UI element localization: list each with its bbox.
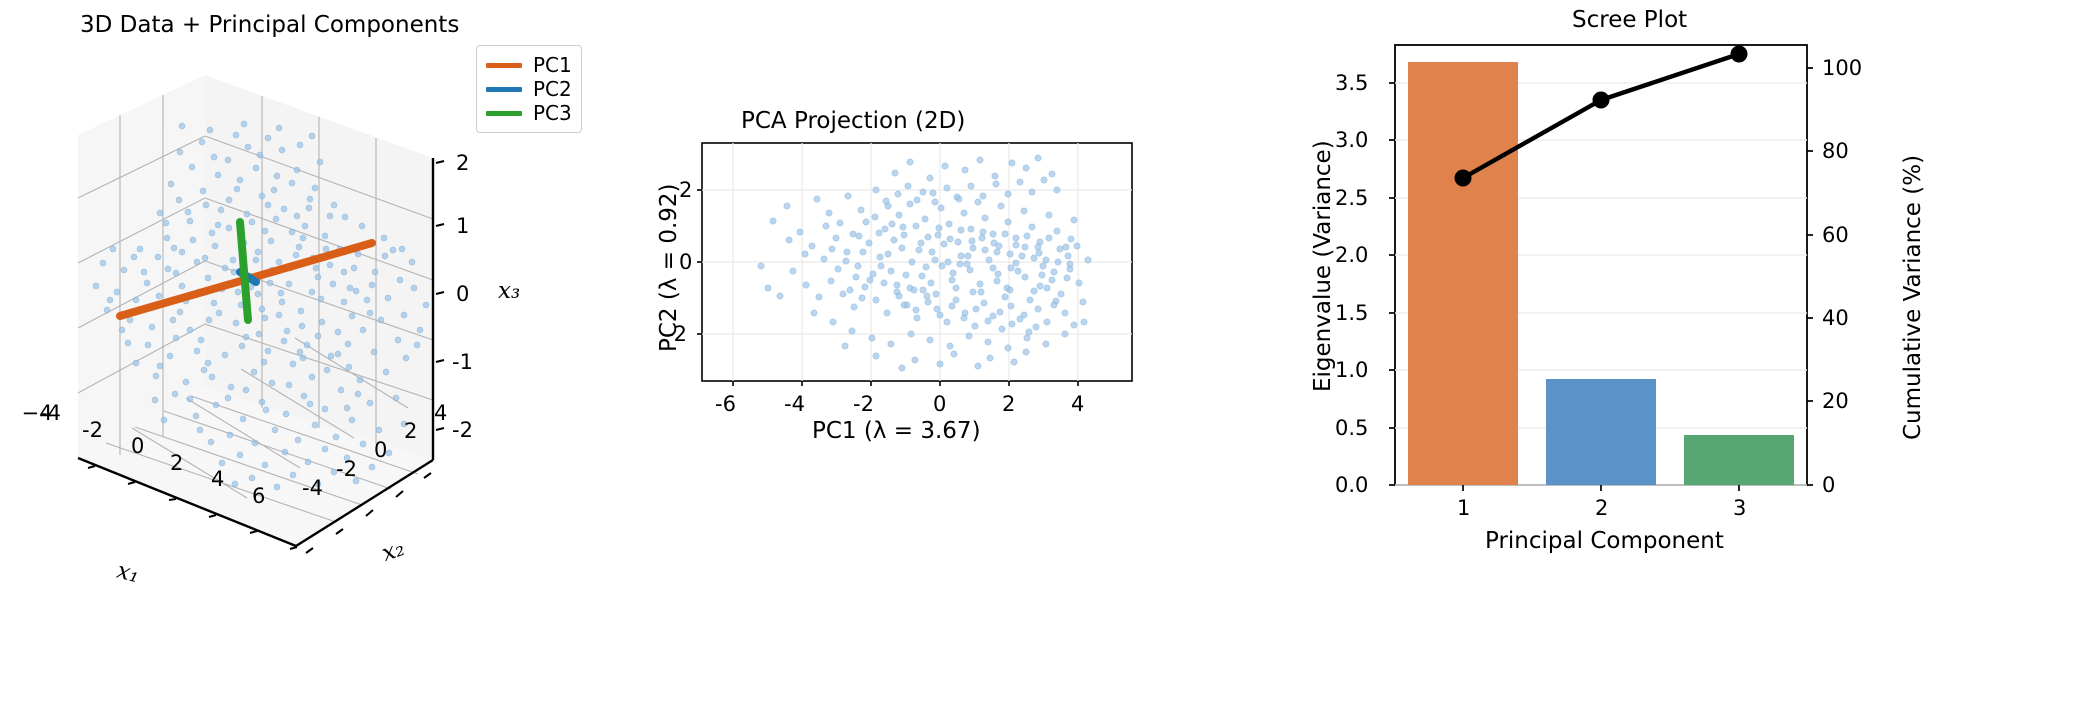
tick-x3-2: 2: [456, 151, 470, 175]
tick-x3--1: -1: [452, 350, 473, 374]
tick-x1--4: -4: [40, 401, 61, 425]
tick-x2--4: -4: [302, 476, 323, 500]
tick-cumvar-60: 60: [1822, 223, 1849, 247]
bar-pc2: [1546, 379, 1656, 485]
tick-eigen-3-5: 3.5: [1335, 71, 1369, 95]
tick-pc-2: 2: [1595, 496, 1609, 520]
legend-swatch-pc3: [486, 110, 522, 116]
legend-item-pc3[interactable]: PC3: [486, 101, 572, 125]
projection-tickmarks: [697, 189, 1079, 386]
tick-pc2--2: -2: [666, 322, 687, 346]
tick-cumvar-20: 20: [1822, 389, 1849, 413]
tick-x3-1: 1: [456, 214, 470, 238]
tick-pc2-2: 2: [679, 178, 693, 202]
legend-3d[interactable]: PC1 PC2 PC3: [476, 45, 582, 133]
tick-x1-2: 2: [170, 451, 184, 475]
legend-label-pc3: PC3: [533, 101, 572, 125]
tick-eigen-1-0: 1.0: [1335, 358, 1369, 382]
tick-pc1-2: 2: [1002, 392, 1016, 416]
tick-eigen-3-0: 3.0: [1335, 128, 1369, 152]
tick-eigen-2-5: 2.5: [1335, 186, 1369, 210]
tick-eigen-1-5: 1.5: [1335, 301, 1369, 325]
tick-pc1-4: 4: [1071, 392, 1085, 416]
legend-item-pc1[interactable]: PC1: [486, 53, 572, 77]
tick-x2--2: -2: [336, 457, 357, 481]
tick-x1-4: 4: [211, 467, 225, 491]
legend-label-pc1: PC1: [533, 53, 572, 77]
plot-scree-canvas: [1389, 44, 1813, 491]
axis-label-pc2: PC2 (λ = 0.92): [656, 183, 682, 352]
axes-3d-spines: [77, 158, 435, 548]
plot-3d-canvas: −4: [22, 75, 445, 554]
tick-x1--2: -2: [82, 418, 103, 442]
tick-pc-1: 1: [1457, 496, 1471, 520]
tick-x1-0: 0: [131, 434, 145, 458]
tick-x2-4: 4: [434, 401, 448, 425]
tick-pc1--2: -2: [853, 392, 874, 416]
axes-3d-gridlines: [77, 95, 434, 522]
axis-label-x3: x₃: [498, 278, 521, 304]
tick-pc1--6: -6: [715, 392, 736, 416]
bar-pc3: [1684, 435, 1794, 485]
tick-eigen-0-0: 0.0: [1335, 473, 1369, 497]
tick-pc2-0: 0: [679, 250, 693, 274]
plot-projection-canvas: [697, 142, 1133, 386]
tick-pc-3: 3: [1733, 496, 1747, 520]
svg-text:−4: −4: [22, 401, 53, 425]
pc-vectors-3d: [116, 218, 376, 324]
scree-bars: [1408, 62, 1794, 485]
axis-label-principal-component: Principal Component: [1485, 528, 1724, 554]
panel-3d-data: 3D Data + Principal Components: [0, 0, 640, 720]
panel-3d-title: 3D Data + Principal Components: [80, 12, 460, 38]
bar-pc1: [1408, 62, 1518, 485]
tick-cumvar-80: 80: [1822, 139, 1849, 163]
axis-label-cumulative-variance: Cumulative Variance (%): [1900, 154, 1926, 440]
tick-cumvar-0: 0: [1822, 473, 1836, 497]
legend-item-pc2[interactable]: PC2: [486, 77, 572, 101]
axes-3d-ticks: [87, 160, 445, 554]
panel-scree-plot: Scree Plot: [1300, 0, 2075, 720]
scatter-projection-points: [757, 154, 1092, 372]
legend-swatch-pc1: [486, 62, 522, 68]
tick-pc1--4: -4: [784, 392, 805, 416]
axis-label-pc1: PC1 (λ = 3.67): [812, 418, 981, 444]
axis-label-eigenvalue: Eigenvalue (Variance): [1310, 140, 1336, 392]
tick-eigen-0-5: 0.5: [1335, 416, 1369, 440]
pc3-vector: [236, 218, 252, 324]
tick-x3--2: -2: [452, 418, 473, 442]
tick-cumvar-100: 100: [1822, 56, 1863, 80]
tick-cumvar-40: 40: [1822, 306, 1849, 330]
panel-pca-projection: PCA Projection (2D): [640, 0, 1300, 720]
tick-x2-2: 2: [404, 419, 418, 443]
panel-projection-title: PCA Projection (2D): [741, 108, 966, 134]
scree-tickmarks-left: [1389, 82, 1395, 486]
cumulative-variance-line: [1454, 45, 1748, 187]
tick-x1-6: 6: [252, 484, 266, 508]
tick-pc1-0: 0: [933, 392, 947, 416]
tick-x2-0: 0: [374, 438, 388, 462]
scree-tickmarks-right: [1807, 67, 1813, 486]
legend-swatch-pc2: [486, 86, 522, 92]
tick-x3-0: 0: [456, 282, 470, 306]
axes-3d-ticklabels: −4: [22, 401, 53, 425]
scree-tickmarks-x: [1462, 485, 1740, 491]
tick-eigen-2-0: 2.0: [1335, 243, 1369, 267]
legend-label-pc2: PC2: [533, 77, 572, 101]
panel-scree-title: Scree Plot: [1572, 7, 1688, 33]
